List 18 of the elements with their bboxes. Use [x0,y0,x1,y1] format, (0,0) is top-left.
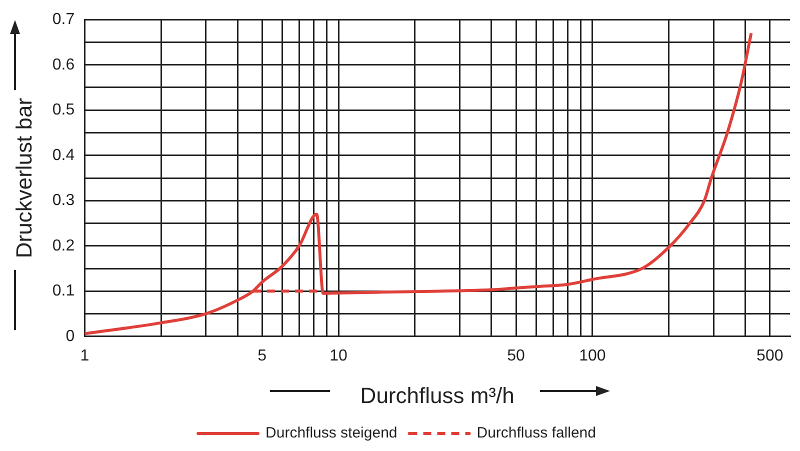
x-tick-label: 5 [258,347,267,364]
x-tick-label: 50 [507,347,525,364]
y-tick-label: 0 [66,328,75,345]
legend-label: Durchfluss steigend [266,424,398,442]
y-tick-label: 0.1 [52,282,75,300]
x-tick-label: 1 [80,347,90,364]
x-axis-title: Durchfluss m³/h [360,382,514,408]
y-tick-label: 0.2 [52,237,75,254]
x-tick-label: 10 [330,347,348,364]
x-tick-label: 100 [579,347,606,364]
legend-label: Durchfluss fallend [476,424,596,442]
y-axis-title: Druckverlust bar [11,98,36,258]
y-tick-label: 0.5 [52,102,75,119]
y-tick-label: 0.3 [52,192,75,210]
x-tick-label: 500 [756,347,784,364]
y-tick-label: 0.6 [52,56,75,74]
y-tick-label: 0.4 [52,146,75,164]
y-tick-label: 0.7 [52,11,75,28]
